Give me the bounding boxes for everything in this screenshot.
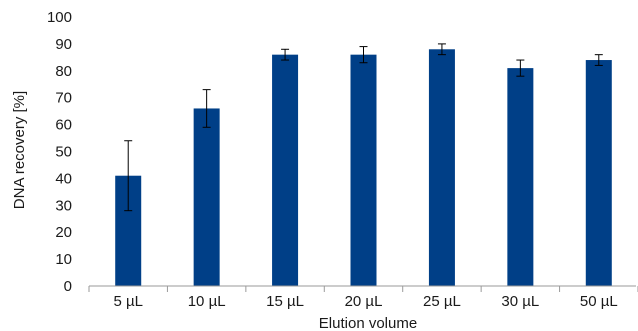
- x-tick-label: 15 µL: [266, 293, 304, 310]
- y-tick-label: 80: [55, 63, 72, 80]
- bars: [115, 49, 612, 287]
- bar: [585, 60, 612, 286]
- x-tick-label: 30 µL: [501, 293, 539, 310]
- y-tick-label: 10: [55, 251, 72, 268]
- y-tick-label: 0: [64, 278, 72, 295]
- error-bar: [437, 43, 446, 56]
- bar: [507, 68, 534, 286]
- y-tick-label: 20: [55, 224, 72, 241]
- y-tick-label: 70: [55, 90, 72, 107]
- bar: [193, 108, 220, 287]
- bar: [272, 54, 299, 286]
- error-bar: [359, 46, 368, 64]
- bar: [350, 54, 377, 286]
- x-tick-label: 20 µL: [345, 293, 383, 310]
- x-tick-label: 50 µL: [580, 293, 618, 310]
- y-tick-label: 30: [55, 197, 72, 214]
- y-tick-label: 90: [55, 36, 72, 53]
- x-tick-label: 5 µL: [113, 293, 143, 310]
- error-bar: [124, 140, 133, 212]
- error-bars: [124, 43, 603, 212]
- x-tick-label: 10 µL: [188, 293, 226, 310]
- bar: [428, 49, 455, 286]
- y-axis-label: DNA recovery [%]: [11, 91, 28, 209]
- y-tick-label: 60: [55, 117, 72, 134]
- x-tick-label: 25 µL: [423, 293, 461, 310]
- x-axis-ticks: 5 µL 10 µL 15 µL 20 µL 25 µL 30 µL 50 µL: [88, 286, 638, 310]
- y-tick-label: 100: [47, 9, 72, 26]
- error-bar: [202, 89, 211, 128]
- x-axis-label: Elution volume: [319, 315, 417, 331]
- y-axis-ticks: 0 10 20 30 40 50 60 70 80 90 100: [47, 9, 72, 295]
- error-bar: [516, 59, 525, 77]
- error-bar: [594, 54, 603, 66]
- y-tick-label: 40: [55, 170, 72, 187]
- y-tick-label: 50: [55, 144, 72, 161]
- error-bar: [281, 48, 290, 61]
